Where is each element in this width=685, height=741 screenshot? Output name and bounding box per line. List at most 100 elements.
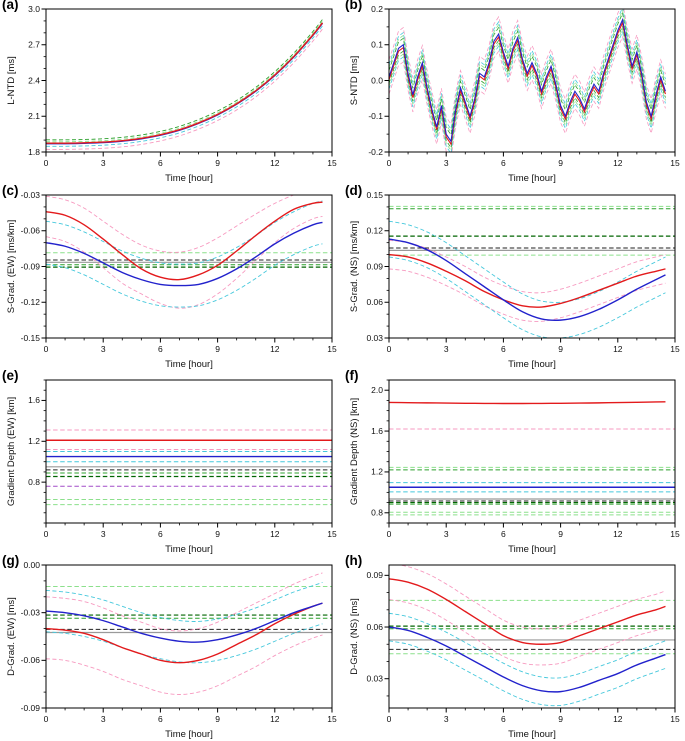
svg-text:0: 0 [44,344,49,354]
panel-a: 0 3 6 9 12 15 1.8 2.1 2.4 2.7 3.0 Time [hour] L-NTD … [0,0,342,185]
svg-text:0.2: 0.2 [371,4,383,14]
svg-text:12: 12 [613,529,623,539]
panel-c-label: (c) [2,183,19,198]
panel-d: 0 3 6 9 12 15 0.03 0.06 0.09 0.12 0.15 Time [hour] S… [343,183,685,371]
svg-text:9: 9 [215,344,220,354]
panel-g-label: (g) [2,553,20,568]
svg-text:Gradient Depth (NS) [km]: Gradient Depth (NS) [km] [349,398,360,505]
svg-text:-0.15: -0.15 [21,333,41,343]
svg-text:12: 12 [270,158,280,168]
svg-text:3: 3 [444,158,449,168]
svg-text:Time [hour]: Time [hour] [508,729,556,740]
panel-g: 0 3 6 9 12 15 -0.09 -0.06 -0.03 0.00 Time [hour] D-… [0,553,342,741]
svg-text:15: 15 [670,529,680,539]
svg-text:6: 6 [501,529,506,539]
svg-text:Time [hour]: Time [hour] [508,544,556,555]
svg-text:0.09: 0.09 [366,570,383,580]
svg-text:Gradient Depth (EW) [km]: Gradient Depth (EW) [km] [6,397,17,506]
chart-g-d-grad-ew: 0 3 6 9 12 15 -0.09 -0.06 -0.03 0.00 Time [hour] D-… [6,560,337,740]
svg-text:6: 6 [501,714,506,724]
svg-text:0.8: 0.8 [28,477,40,487]
svg-text:0.12: 0.12 [366,226,383,236]
svg-text:0: 0 [387,714,392,724]
svg-text:S-Grad. (NS) [ms/km]: S-Grad. (NS) [ms/km] [349,221,360,312]
svg-text:1.8: 1.8 [28,147,40,157]
svg-text:3: 3 [101,529,106,539]
svg-text:Time [hour]: Time [hour] [508,173,556,184]
svg-text:9: 9 [215,529,220,539]
svg-text:3: 3 [101,714,106,724]
chart-d-s-grad-ns: 0 3 6 9 12 15 0.03 0.06 0.09 0.12 0.15 Time [hour] S… [349,190,680,370]
svg-text:2.7: 2.7 [28,40,40,50]
svg-text:6: 6 [158,714,163,724]
svg-text:-0.1: -0.1 [368,111,383,121]
svg-text:Time [hour]: Time [hour] [165,359,213,370]
svg-text:6: 6 [501,344,506,354]
svg-text:0.1: 0.1 [371,40,383,50]
svg-text:-0.2: -0.2 [368,147,383,157]
svg-text:0.06: 0.06 [366,622,383,632]
svg-text:0: 0 [387,529,392,539]
panel-e-label: (e) [2,368,19,383]
svg-text:12: 12 [270,714,280,724]
svg-text:S-NTD [ms]: S-NTD [ms] [349,56,360,106]
svg-text:15: 15 [670,158,680,168]
svg-text:12: 12 [270,529,280,539]
svg-text:15: 15 [670,344,680,354]
svg-text:2.4: 2.4 [28,75,40,85]
svg-text:9: 9 [558,344,563,354]
svg-text:-0.12: -0.12 [21,297,41,307]
svg-text:1.6: 1.6 [28,395,40,405]
svg-text:-0.06: -0.06 [21,655,41,665]
chart-b-s-ntd: 0 3 6 9 12 15 -0.2 -0.1 0.0 0.1 0.2 Time [hour] S-NT… [349,4,680,184]
svg-text:0: 0 [387,344,392,354]
svg-text:0.8: 0.8 [371,508,383,518]
svg-text:15: 15 [327,529,337,539]
svg-text:S-Grad. (EW) [ms/km]: S-Grad. (EW) [ms/km] [6,220,17,313]
svg-text:0.03: 0.03 [366,674,383,684]
chart-e-gradient-depth-ew: 0 3 6 9 12 15 0.8 1.2 1.6 Time [hour] Gradient Dep… [6,379,337,555]
panel-b: 0 3 6 9 12 15 -0.2 -0.1 0.0 0.1 0.2 Time [hour] S-NT… [343,0,685,185]
chart-f-gradient-depth-ns: 0 3 6 9 12 15 0.8 1.2 1.6 2.0 Time [hour] Gradient … [349,379,680,555]
svg-text:3: 3 [444,529,449,539]
svg-text:3: 3 [444,344,449,354]
svg-text:-0.03: -0.03 [21,607,41,617]
svg-text:3: 3 [444,714,449,724]
svg-text:-0.09: -0.09 [21,261,41,271]
svg-text:0.06: 0.06 [366,297,383,307]
svg-text:3: 3 [101,158,106,168]
svg-text:0: 0 [387,158,392,168]
svg-text:Time [hour]: Time [hour] [508,359,556,370]
panel-d-label: (d) [345,183,363,198]
svg-text:0.09: 0.09 [366,261,383,271]
svg-text:1.2: 1.2 [28,436,40,446]
svg-text:15: 15 [670,714,680,724]
panel-h-label: (h) [345,553,363,568]
svg-text:Time [hour]: Time [hour] [165,729,213,740]
svg-text:15: 15 [327,714,337,724]
svg-text:D-Grad. (EW) [ms]: D-Grad. (EW) [ms] [6,597,17,676]
panel-f: 0 3 6 9 12 15 0.8 1.2 1.6 2.0 Time [hour] Gradient … [343,368,685,556]
chart-h-d-grad-ns: 0 3 6 9 12 15 0.03 0.06 0.09 Time [hour] D-Grad. (… [349,564,680,740]
svg-text:-0.03: -0.03 [21,190,41,200]
svg-text:2.0: 2.0 [371,385,383,395]
svg-text:0: 0 [44,158,49,168]
panel-h: 0 3 6 9 12 15 0.03 0.06 0.09 Time [hour] D-Grad. (… [343,553,685,741]
svg-text:3: 3 [101,344,106,354]
svg-text:9: 9 [558,714,563,724]
svg-text:L-NTD [ms]: L-NTD [ms] [6,56,17,105]
svg-text:0: 0 [44,714,49,724]
svg-text:12: 12 [270,344,280,354]
svg-text:Time [hour]: Time [hour] [165,173,213,184]
svg-text:0: 0 [44,529,49,539]
svg-text:9: 9 [558,529,563,539]
panel-e: 0 3 6 9 12 15 0.8 1.2 1.6 Time [hour] Gradient Dep… [0,368,342,556]
svg-text:9: 9 [215,714,220,724]
svg-text:0.15: 0.15 [366,190,383,200]
svg-text:6: 6 [501,158,506,168]
svg-text:-0.09: -0.09 [21,703,41,713]
panel-c: 0 3 6 9 12 15 -0.15 -0.12 -0.09 -0.06 -0.03 Time [h… [0,183,342,371]
svg-text:12: 12 [613,158,623,168]
svg-text:15: 15 [327,158,337,168]
